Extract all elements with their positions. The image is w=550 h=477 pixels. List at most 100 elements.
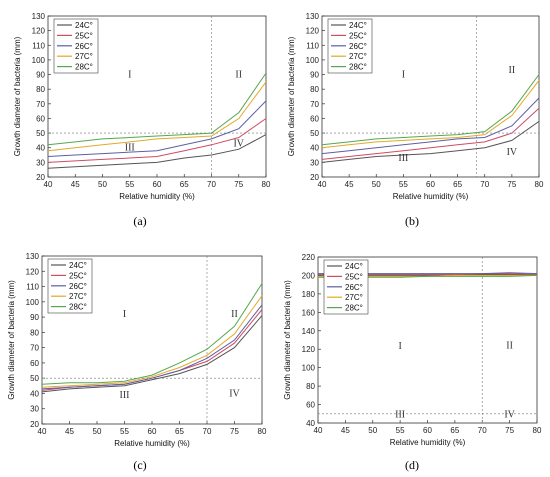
chart-panel-3: 40 45 50 55 60 65 70 75 80 20 30 40 50 60 70 80 90 100 110… (7, 252, 267, 472)
x-tick-label: 40 (314, 426, 323, 435)
y-tick-label: 90 (36, 71, 45, 80)
legend-entry: 27C° (349, 52, 367, 61)
y-tick-label: 160 (302, 308, 316, 317)
region-label-iv: IV (504, 409, 515, 420)
x-tick-label: 60 (153, 180, 162, 189)
series-line-26 (321, 97, 540, 155)
series-line-27 (321, 80, 540, 149)
panel-label: (c) (133, 458, 146, 472)
x-axis-title: Relative humidity (%) (114, 439, 190, 448)
y-tick-label: 50 (36, 129, 45, 138)
series-line-28 (41, 283, 263, 385)
legend-entry: 24C° (69, 261, 87, 270)
region-label-ii: II (509, 65, 516, 76)
x-tick-label: 70 (203, 427, 212, 436)
x-tick-label: 50 (372, 180, 381, 189)
y-axis-title: Growth diameter of bacteria (mm) (13, 36, 22, 156)
region-label-i: I (402, 69, 405, 80)
x-tick-label: 80 (258, 427, 267, 436)
y-tick-label: 70 (30, 344, 39, 353)
y-tick-label: 30 (310, 158, 319, 167)
y-tick-label: 200 (302, 271, 316, 280)
series-line-28 (321, 74, 540, 146)
y-tick-label: 80 (30, 328, 39, 337)
y-tick-label: 130 (32, 12, 46, 21)
x-tick-label: 60 (426, 180, 435, 189)
y-tick-label: 140 (302, 327, 316, 336)
x-tick-label: 75 (507, 180, 516, 189)
region-label-ii: II (231, 309, 238, 320)
region-label-iii: III (398, 153, 408, 164)
x-tick-label: 45 (341, 426, 350, 435)
y-tick-label: 40 (310, 144, 319, 153)
series-line-24 (41, 315, 263, 393)
x-tick-label: 75 (505, 426, 514, 435)
x-tick-label: 55 (120, 427, 129, 436)
y-tick-label: 90 (30, 313, 39, 322)
x-tick-label: 70 (480, 180, 489, 189)
legend-entry: 25C° (349, 31, 367, 40)
y-tick-label: 60 (36, 114, 45, 123)
x-axis-title: Relative humidity (%) (390, 438, 466, 447)
x-tick-label: 45 (71, 180, 80, 189)
legend-entry: 24C° (345, 262, 363, 271)
region-label-iv: IV (507, 147, 518, 158)
region-label-i: I (128, 69, 131, 80)
series-line-26 (47, 100, 267, 157)
y-tick-label: 70 (36, 100, 45, 109)
y-tick-label: 80 (310, 85, 319, 94)
x-tick-label: 55 (399, 180, 408, 189)
series-line-27 (41, 295, 263, 388)
y-tick-label: 120 (32, 27, 46, 36)
panel-label: (d) (405, 458, 419, 472)
series-line-28 (47, 72, 267, 146)
y-tick-label: 180 (302, 290, 316, 299)
y-tick-label: 90 (310, 71, 319, 80)
panel-label: (a) (133, 214, 146, 228)
x-tick-label: 55 (396, 426, 405, 435)
legend-entry: 24C° (349, 21, 367, 30)
y-tick-label: 100 (302, 364, 316, 373)
x-tick-label: 40 (38, 427, 47, 436)
series-line-27 (47, 81, 267, 152)
x-tick-label: 40 (44, 180, 53, 189)
y-tick-label: 50 (310, 129, 319, 138)
y-tick-label: 30 (30, 405, 39, 414)
y-tick-label: 120 (306, 27, 320, 36)
chart-panel-2: 40 45 50 55 60 65 70 75 80 20 30 40 50 60 70 80 90 100 110… (287, 12, 544, 228)
x-tick-label: 45 (65, 427, 74, 436)
x-tick-label: 55 (125, 180, 134, 189)
y-tick-label: 20 (36, 173, 45, 182)
y-tick-label: 70 (310, 100, 319, 109)
x-tick-label: 80 (533, 426, 542, 435)
y-tick-label: 100 (32, 56, 46, 65)
y-axis-title: Growth diameter of bacteria (mm) (7, 280, 16, 400)
x-tick-label: 40 (318, 180, 327, 189)
region-label-i: I (398, 341, 401, 352)
series-line-24 (321, 120, 540, 163)
y-tick-label: 220 (302, 253, 316, 262)
legend-entry: 28C° (69, 303, 87, 312)
legend-entry: 27C° (75, 52, 93, 61)
x-tick-label: 65 (180, 180, 189, 189)
region-label-iii: III (125, 143, 135, 154)
y-tick-label: 120 (26, 267, 40, 276)
series-line-24 (47, 134, 267, 169)
region-label-iv: IV (233, 138, 244, 149)
region-label-iv: IV (229, 389, 240, 400)
y-tick-label: 100 (26, 298, 40, 307)
x-axis-title: Relative humidity (%) (119, 192, 195, 201)
region-label-ii: II (506, 340, 513, 351)
legend-entry: 24C° (75, 21, 93, 30)
y-tick-label: 40 (36, 144, 45, 153)
legend-entry: 27C° (69, 292, 87, 301)
y-tick-label: 80 (306, 382, 315, 391)
x-tick-label: 80 (262, 180, 271, 189)
y-tick-label: 110 (306, 41, 319, 50)
region-label-i: I (123, 309, 126, 320)
y-tick-label: 20 (310, 173, 319, 182)
legend-entry: 26C° (345, 283, 363, 292)
legend-entry: 28C° (345, 304, 363, 313)
x-tick-label: 65 (175, 427, 184, 436)
